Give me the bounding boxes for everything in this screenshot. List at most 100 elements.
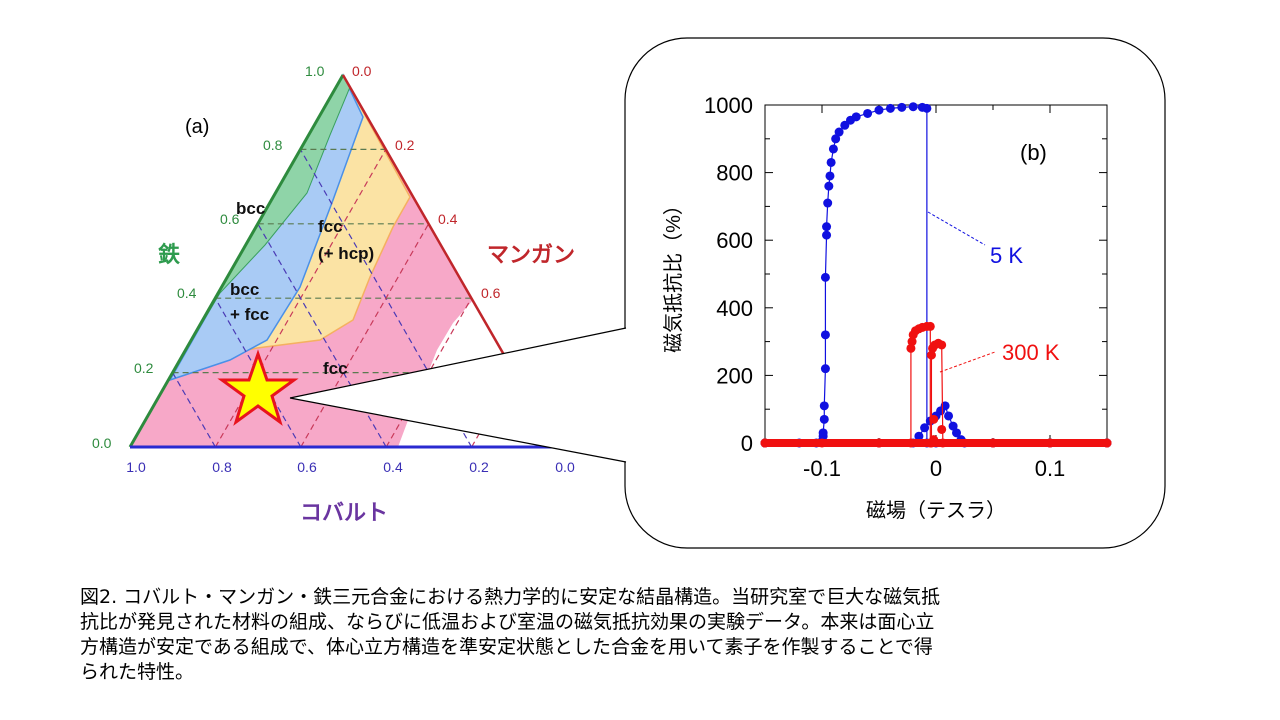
y-tick-label: 800 <box>716 161 753 186</box>
region-label-fcc-hcp: fcc <box>318 217 343 236</box>
fe-tick: 0.0 <box>92 435 112 451</box>
fe-tick: 0.8 <box>263 137 283 153</box>
data-point <box>906 343 916 353</box>
star-icon <box>217 349 299 426</box>
region-label-fcc-hcp: (+ hcp) <box>318 244 374 263</box>
data-point <box>920 423 930 433</box>
fe-tick: 0.6 <box>220 211 240 227</box>
annotation-leader-5k <box>927 211 986 246</box>
y-tick-label: 200 <box>716 363 753 388</box>
data-point <box>819 401 829 411</box>
series-label-5k: 5 K <box>990 243 1023 268</box>
caption-line: 抗比が発見された材料の組成、ならびに低温および室温の磁気抵抗効果の実験データ。本… <box>80 611 935 633</box>
plot-frame <box>764 104 1108 444</box>
series-label-300k: 300 K <box>1002 340 1060 365</box>
co-tick: 0.2 <box>469 459 489 475</box>
mn-tick: 0.2 <box>395 137 415 153</box>
fe-tick: 0.4 <box>177 285 197 301</box>
region-label-bcc-fcc: bcc <box>230 280 259 299</box>
x-tick-label: 0 <box>930 456 942 481</box>
data-point <box>1102 438 1112 448</box>
magnetoresistance-chart: 0 200 400 600 800 1000 -0.1 0 0.1 磁場（テスラ） 磁気抵抗比（%）… <box>662 93 1112 522</box>
data-point <box>937 340 947 350</box>
series-line <box>765 106 1107 444</box>
data-point <box>760 438 770 448</box>
mn-tick: 0.6 <box>481 285 501 301</box>
data-point <box>826 157 836 167</box>
co-tick: 0.8 <box>212 459 232 475</box>
component-label-fe: 鉄 <box>158 242 180 267</box>
x-tick-label: 0.1 <box>1035 456 1066 481</box>
y-tick-label: 600 <box>716 228 753 253</box>
fe-tick: 0.2 <box>134 360 154 376</box>
data-point <box>834 127 844 137</box>
data-point <box>929 414 939 424</box>
caption-line: られた特性。 <box>80 661 195 683</box>
data-point <box>820 330 830 340</box>
ternary-phase-diagram: 1.0 0.8 0.6 0.4 0.2 0.0 0.0 0.2 0.4 0.6 … <box>92 63 575 525</box>
component-label-co: コバルト <box>300 500 388 525</box>
data-point <box>926 350 936 360</box>
data-point <box>908 102 918 112</box>
data-point <box>907 337 917 347</box>
data-point <box>818 428 828 438</box>
callout-bubble <box>624 37 1166 549</box>
caption-line: 方構造が安定である組成で、体心立方構造を準安定状態とした合金を用いて素子を作製す… <box>80 636 933 658</box>
x-axis-label: 磁場（テスラ） <box>866 499 1006 522</box>
data-point <box>819 414 829 424</box>
panel-label-a: (a) <box>185 116 209 138</box>
x-tick-label: -0.1 <box>803 456 841 481</box>
data-point <box>1045 438 1055 448</box>
data-point <box>823 198 833 208</box>
co-tick: 0.4 <box>383 459 403 475</box>
data-point <box>874 438 884 448</box>
data-point <box>922 103 932 113</box>
data-point <box>885 103 895 113</box>
data-point <box>863 108 873 118</box>
y-tick-label: 0 <box>741 431 753 456</box>
region-label-bcc-fcc: + fcc <box>230 305 269 324</box>
y-axis-label: 磁気抵抗比（%） <box>662 195 685 353</box>
co-tick: 1.0 <box>126 459 146 475</box>
series-1 <box>760 321 1112 448</box>
panel-label-b: (b) <box>1020 140 1047 165</box>
data-point <box>831 134 841 144</box>
data-point <box>828 144 838 154</box>
data-point <box>914 431 924 441</box>
mn-tick: 0.4 <box>438 211 458 227</box>
data-point <box>820 364 830 374</box>
callout-line <box>289 327 627 399</box>
data-point <box>938 438 948 448</box>
data-point <box>822 230 832 240</box>
data-point <box>822 222 832 232</box>
component-label-mn: マンガン <box>487 242 575 267</box>
figure-caption: 図2. コバルト・マンガン・鉄三元合金における熱力学的に安定な結晶構造。当研究室… <box>80 585 1200 685</box>
annotation-leader-300k <box>939 351 996 373</box>
series-0 <box>760 102 1112 448</box>
data-point <box>952 428 962 438</box>
y-tick-label: 1000 <box>704 93 753 118</box>
data-point <box>948 421 958 431</box>
y-tick-label: 400 <box>716 296 753 321</box>
caption-line: 図2. コバルト・マンガン・鉄三元合金における熱力学的に安定な結晶構造。当研究室… <box>80 586 941 608</box>
callout-line <box>289 397 627 463</box>
fe-tick: 1.0 <box>305 63 325 79</box>
co-tick: 0.6 <box>297 459 317 475</box>
data-point <box>988 438 998 448</box>
data-point <box>944 411 954 421</box>
co-gridline <box>172 372 216 448</box>
mn-tick: 0.0 <box>352 63 372 79</box>
axis-fe-edge <box>128 74 345 448</box>
data-point <box>897 102 907 112</box>
data-point <box>929 435 939 445</box>
data-point <box>824 181 834 191</box>
data-point <box>851 112 861 122</box>
region-label-bcc: bcc <box>236 199 265 218</box>
co-tick: 0.0 <box>555 459 575 475</box>
data-point <box>937 424 947 434</box>
data-point <box>925 321 935 331</box>
region-label-fcc: fcc <box>323 359 348 378</box>
data-point <box>825 171 835 181</box>
callout-wedge <box>290 328 628 462</box>
